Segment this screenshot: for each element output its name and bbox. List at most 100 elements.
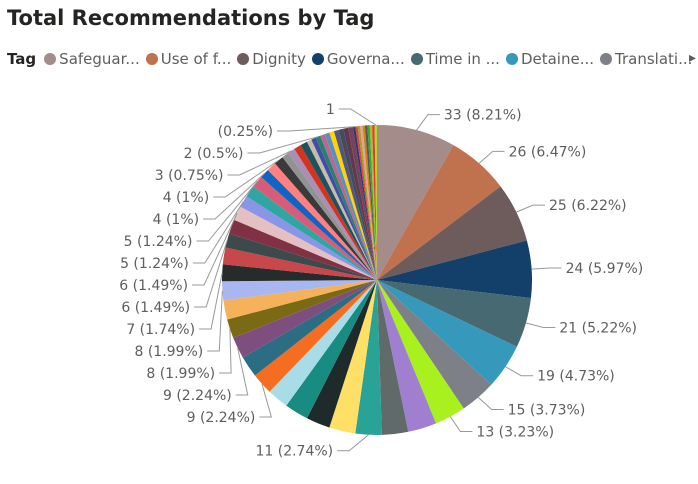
pie-slice[interactable]: [329, 131, 377, 280]
pie-slice[interactable]: [282, 152, 377, 280]
legend-item[interactable]: Safeguar...: [44, 50, 140, 68]
legend-label: Use of f...: [160, 50, 232, 68]
pie-slice[interactable]: [294, 145, 377, 280]
pie-slice[interactable]: [377, 280, 531, 347]
pie-slice[interactable]: [377, 240, 532, 299]
pie-slice[interactable]: [338, 128, 377, 280]
pie-slice[interactable]: [267, 163, 377, 280]
legend-item[interactable]: Detaine...: [505, 50, 594, 68]
pie-slice[interactable]: [355, 280, 382, 436]
leader-line: [192, 201, 244, 264]
legend-title: Tag: [7, 50, 37, 68]
pie-slice[interactable]: [377, 280, 464, 424]
pie-slice[interactable]: [369, 125, 377, 281]
leader-line: [416, 114, 440, 131]
pie-slice[interactable]: [254, 280, 377, 392]
leader-line: [478, 150, 505, 164]
pie-slice[interactable]: [377, 125, 454, 280]
pie-slice[interactable]: [377, 280, 437, 432]
pie-slice[interactable]: [343, 127, 377, 280]
pie-slice[interactable]: [377, 280, 409, 435]
leader-line: [259, 383, 273, 418]
leader-line: [194, 240, 228, 308]
pie-slice[interactable]: [234, 206, 377, 280]
pie-slice[interactable]: [225, 233, 377, 280]
pie-slice[interactable]: [222, 280, 377, 301]
pie-slice[interactable]: [355, 126, 377, 280]
leader-line: [207, 290, 223, 352]
pie-slice[interactable]: [377, 280, 492, 409]
pie-slice[interactable]: [253, 177, 377, 280]
data-label: 24 (5.97%): [566, 261, 644, 277]
data-label: 5 (1.24%): [124, 234, 193, 250]
pie-slice[interactable]: [374, 125, 377, 280]
data-label: 13 (3.23%): [476, 425, 554, 441]
pie-slice[interactable]: [240, 196, 377, 280]
pie-slice[interactable]: [372, 125, 377, 281]
pie-slice[interactable]: [324, 132, 377, 280]
leader-line: [235, 347, 249, 396]
pie-slice[interactable]: [357, 125, 377, 280]
leader-line: [192, 213, 238, 286]
pie-slice[interactable]: [288, 148, 377, 280]
data-label: (0.25%): [218, 124, 273, 140]
leader-line: [196, 181, 258, 242]
pie-slice[interactable]: [320, 134, 377, 280]
data-label: 3 (0.75%): [155, 168, 224, 184]
pie-slice[interactable]: [223, 280, 377, 320]
data-label: 9 (2.24%): [163, 388, 232, 404]
pie-slice[interactable]: [311, 137, 377, 280]
legend-dot: [145, 53, 158, 65]
legend-dot: [410, 53, 423, 65]
pie-slice[interactable]: [364, 125, 377, 280]
pie-slice[interactable]: [227, 280, 377, 338]
legend-label: Governa...: [326, 50, 405, 68]
pie-slice[interactable]: [348, 126, 377, 280]
pie-slice[interactable]: [300, 141, 377, 280]
pie-slice[interactable]: [306, 139, 377, 280]
legend-item[interactable]: Governa...: [311, 50, 405, 68]
legend-item[interactable]: Translati...: [600, 50, 692, 68]
pie-slice[interactable]: [222, 247, 377, 280]
data-label: 21 (5.22%): [559, 320, 637, 336]
legend-label: Translati...: [615, 50, 693, 68]
pie-slice[interactable]: [333, 129, 377, 280]
pie-slice[interactable]: [377, 186, 527, 280]
pie-slice[interactable]: [367, 125, 377, 280]
leader-line: [477, 397, 504, 411]
legend-dot: [311, 53, 324, 65]
data-label: 6 (1.49%): [121, 300, 190, 316]
pie-slice[interactable]: [306, 280, 377, 428]
pie-slice[interactable]: [329, 280, 377, 434]
data-label: 5 (1.24%): [120, 256, 189, 272]
leader-line: [203, 173, 265, 220]
pie-slice[interactable]: [246, 186, 377, 280]
pie-slice[interactable]: [315, 135, 377, 280]
legend: Tag Safeguar... Use of f... Dignity Governa…: [7, 50, 698, 68]
pie-slice[interactable]: [362, 125, 377, 280]
leader-line: [219, 328, 232, 374]
leader-line: [525, 322, 556, 328]
pie-slice[interactable]: [222, 264, 377, 282]
pie-slice[interactable]: [352, 126, 377, 281]
pie-slice[interactable]: [269, 280, 377, 406]
pie-slice[interactable]: [274, 157, 377, 280]
legend-scroll-right-icon[interactable]: ▸: [688, 50, 696, 66]
data-label: 6 (1.49%): [119, 278, 188, 294]
leader-line: [505, 366, 534, 377]
legend-dot: [600, 53, 613, 65]
legend-item[interactable]: Time in ...: [410, 50, 500, 68]
leader-line: [199, 272, 223, 330]
pie-slice[interactable]: [360, 125, 377, 280]
pie-slice[interactable]: [377, 145, 501, 280]
legend-item[interactable]: Use of f...: [145, 50, 232, 68]
pie-slice[interactable]: [286, 280, 377, 419]
pie-slice[interactable]: [229, 219, 377, 280]
legend-item[interactable]: Dignity: [237, 50, 306, 68]
pie-slice[interactable]: [377, 280, 517, 385]
pie-slice[interactable]: [242, 280, 377, 376]
legend-dot: [237, 53, 250, 65]
pie-slice[interactable]: [261, 169, 377, 280]
pie-slice[interactable]: [233, 280, 377, 358]
leader-line: [337, 434, 369, 452]
